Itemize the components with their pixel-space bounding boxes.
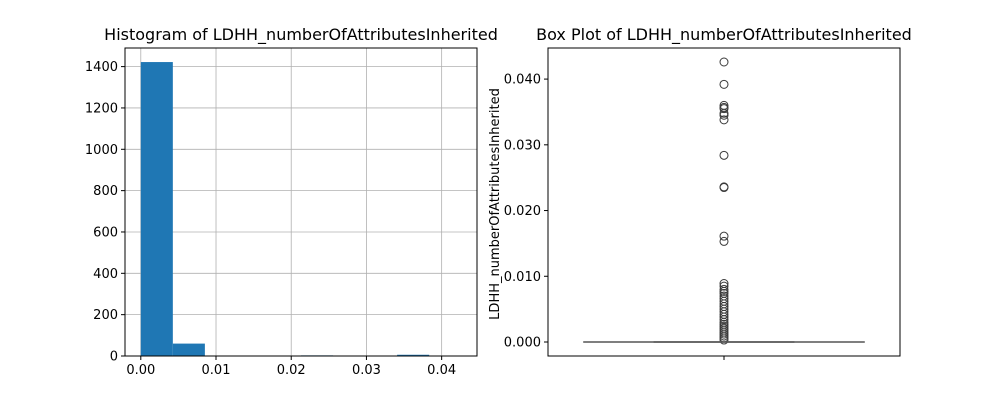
boxplot-panel: 0.000 0.010 0.020 0.030 0.040 Box Plot of LD… — [488, 25, 912, 360]
histogram-bar — [140, 62, 173, 357]
boxplot-outlier-point — [719, 104, 729, 114]
histogram-bar — [397, 354, 430, 356]
boxplot-outlier-point — [719, 79, 729, 89]
histogram-x-tick-label: 0.02 — [277, 363, 306, 378]
histogram-x-tick-label: 0.04 — [427, 363, 456, 378]
boxplot-outlier-point — [719, 335, 729, 345]
boxplot-outliers — [719, 57, 729, 345]
boxplot-outlier-point — [719, 315, 729, 325]
histogram-y-tick-label: 1000 — [85, 143, 118, 158]
boxplot-outlier-point — [719, 236, 729, 246]
boxplot-y-tick-label: 0.040 — [504, 73, 541, 88]
histogram-y-tick-label: 400 — [93, 267, 118, 282]
histogram-y-axis: 0 200 400 600 800 1000 1200 1400 — [85, 60, 125, 365]
histogram-bar — [172, 343, 205, 356]
histogram-x-axis: 0.00 0.01 0.02 0.03 0.04 — [126, 356, 456, 378]
boxplot-y-tick-label: 0.000 — [504, 336, 541, 351]
histogram-axes-frame — [124, 47, 478, 357]
boxplot-y-tick-label: 0.010 — [504, 270, 541, 285]
boxplot-outlier-point — [719, 57, 729, 67]
boxplot-title: Box Plot of LDHH_numberOfAttributesInher… — [536, 25, 912, 45]
histogram-x-tick-label: 0.03 — [352, 363, 381, 378]
boxplot-outlier-point — [719, 281, 729, 291]
boxplot-outlier-point — [719, 231, 729, 241]
histogram-y-tick-label: 0 — [110, 350, 118, 365]
boxplot-outlier-point — [719, 110, 729, 120]
histogram-y-tick-label: 800 — [93, 184, 118, 199]
boxplot-y-tick-label: 0.030 — [504, 138, 541, 153]
histogram-y-tick-label: 600 — [93, 225, 118, 240]
boxplot-outlier-point — [719, 115, 729, 125]
histogram-y-tick-label: 1400 — [85, 60, 118, 75]
histogram-grid — [125, 48, 477, 357]
histogram-x-tick-label: 0.00 — [126, 363, 155, 378]
histogram-title: Histogram of LDHH_numberOfAttributesInhe… — [104, 25, 498, 45]
histogram-y-tick-label: 200 — [93, 308, 118, 323]
histogram-panel: 0.00 0.01 0.02 0.03 0.04 0 200 400 600 800 1000 12… — [85, 25, 498, 378]
boxplot-outlier-point — [719, 312, 729, 322]
histogram-x-tick-label: 0.01 — [202, 363, 231, 378]
boxplot-outlier-point — [719, 150, 729, 160]
boxplot-y-axis-label: LDHH_numberOfAttributesInherited — [488, 88, 503, 320]
histogram-y-tick-label: 1200 — [85, 101, 118, 116]
boxplot-y-axis: 0.000 0.010 0.020 0.030 0.040 — [504, 73, 548, 351]
boxplot-outlier-point — [719, 183, 729, 193]
histogram-bars — [140, 62, 430, 357]
boxplot-y-tick-label: 0.020 — [504, 204, 541, 219]
